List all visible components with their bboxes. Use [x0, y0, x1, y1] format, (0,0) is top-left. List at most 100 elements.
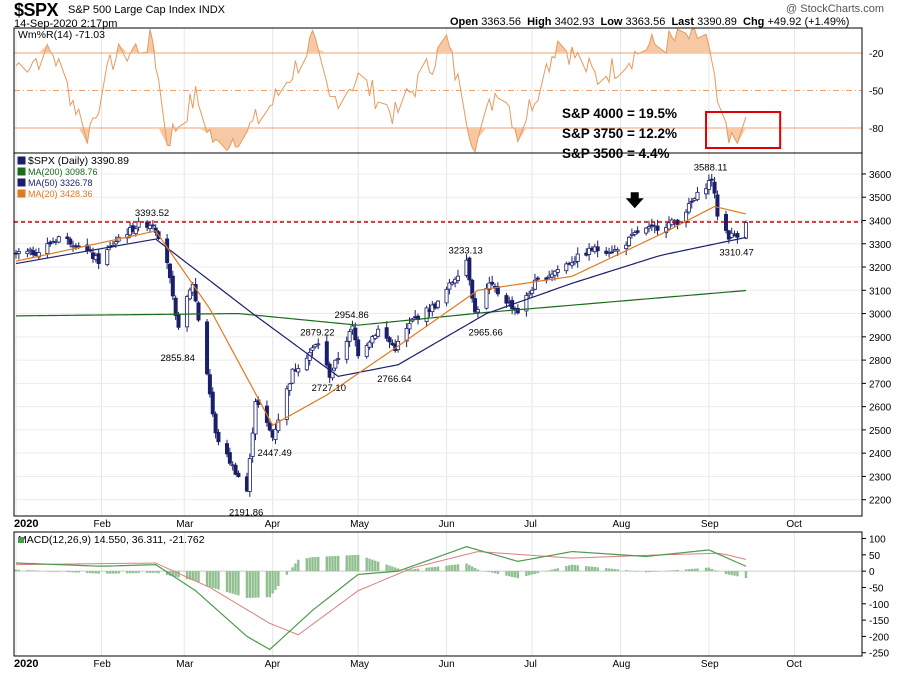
- macd-histogram-bar: [337, 555, 340, 572]
- macd-histogram-bar: [257, 571, 260, 598]
- macd-histogram-bar: [408, 569, 411, 572]
- macd-histogram-bar: [493, 571, 497, 574]
- price-annotation: 2965.66: [468, 328, 502, 339]
- macd-histogram-bar: [251, 571, 254, 598]
- price-candle: [373, 335, 378, 339]
- price-annotation: 3393.52: [135, 208, 169, 219]
- price-candle: [550, 273, 555, 278]
- macd-histogram-bar: [653, 571, 656, 572]
- price-candle: [384, 327, 389, 339]
- macd-histogram-bar: [134, 571, 137, 574]
- price-candle: [555, 269, 560, 273]
- price-candle: [313, 344, 318, 348]
- macd-histogram-bar: [607, 568, 611, 572]
- macd-histogram-bar: [508, 571, 511, 577]
- macd-histogram-bar: [605, 568, 608, 572]
- macd-histogram-bar: [664, 570, 668, 572]
- macd-histogram-bar: [425, 567, 428, 572]
- macd-histogram-bar: [567, 565, 571, 572]
- macd-histogram-bar: [17, 569, 21, 572]
- instrument-name: S&P 500 Large Cap Index INDX: [68, 4, 225, 16]
- macd-histogram-bar: [516, 571, 520, 579]
- stockcharts-watermark[interactable]: @ StockCharts.com: [786, 3, 884, 15]
- panel-frames: [13, 27, 863, 657]
- price-annotation: 2191.86: [229, 508, 263, 519]
- price-candle: [367, 341, 372, 348]
- macd-histogram-bar: [610, 568, 614, 572]
- x-tick-label: 2020: [14, 658, 38, 670]
- macd-histogram-bar: [376, 561, 380, 572]
- y-tick-label: 3400: [869, 216, 892, 227]
- price-annotation: 3310.47: [719, 247, 753, 258]
- macd-histogram-bar: [26, 570, 29, 572]
- price-candle: [407, 322, 412, 330]
- macd-histogram-bar: [656, 571, 659, 572]
- willr-tick-label: -50: [869, 87, 884, 98]
- macd-histogram-bar: [453, 564, 457, 572]
- price-candle: [484, 288, 489, 309]
- price-candle: [490, 281, 495, 285]
- macd-histogram-bar: [391, 566, 394, 572]
- macd-histogram-bar: [208, 571, 212, 588]
- instrument-name-text: S&P 500 Large Cap Index: [68, 4, 196, 16]
- callout-line-3750: S&P 3750 = 12.2%: [562, 126, 677, 141]
- legend-label: $SPX (Daily) 3390.89: [28, 155, 129, 167]
- panel-frame: [13, 152, 863, 517]
- macd-tick-label: -200: [869, 632, 889, 643]
- open-value: 3363.56: [481, 16, 521, 28]
- macd-histogram-bar: [468, 564, 471, 572]
- price-candle: [530, 289, 535, 294]
- macd-histogram-bar: [673, 570, 676, 572]
- y-tick-label: 3600: [869, 170, 892, 181]
- macd-histogram-bar: [106, 571, 109, 574]
- macd-histogram-bar: [693, 568, 696, 572]
- y-tick-label: 2400: [869, 449, 892, 460]
- macd-histogram-bar: [733, 571, 736, 576]
- macd-histogram-bar: [356, 554, 360, 572]
- macd-histogram-bar: [154, 571, 157, 573]
- price-candle: [387, 337, 392, 343]
- willr-title: Wm%R(14) -71.03: [18, 29, 105, 41]
- y-tick-label: 2300: [869, 472, 892, 483]
- price-annotation: 3588.11: [694, 163, 728, 174]
- price-candle: [515, 308, 520, 314]
- macd-histogram-bar: [91, 571, 95, 574]
- macd-histogram-bar: [431, 567, 434, 572]
- macd-histogram-bar: [650, 571, 654, 572]
- macd-histogram-bar: [730, 571, 733, 576]
- macd-histogram-bar: [185, 571, 189, 580]
- macd-histogram-bar: [205, 571, 209, 586]
- price-candle: [150, 224, 155, 227]
- price-candle: [632, 232, 637, 235]
- price-candle: [310, 347, 315, 351]
- macd-histogram-bar: [214, 571, 217, 589]
- macd-histogram-bar: [151, 571, 155, 573]
- macd-histogram-bar: [704, 567, 708, 572]
- macd-grid: 2020 Feb Mar Apr May Jun Jul Aug Sep Oct 100 50 0 -50…: [14, 532, 889, 670]
- price-candle: [170, 275, 175, 297]
- macd-histogram-bar: [317, 556, 320, 572]
- macd-histogram-bar: [727, 571, 731, 575]
- price-candle: [487, 282, 492, 290]
- price-candle: [695, 191, 700, 201]
- price-candle: [644, 227, 649, 234]
- price-candle: [715, 194, 720, 217]
- x-tick-label: Apr: [265, 519, 281, 530]
- macd-histogram-bar: [396, 568, 400, 572]
- macd-histogram-bar: [274, 571, 277, 590]
- legend-swatch: [17, 167, 26, 176]
- price-candle: [570, 262, 575, 266]
- price-candle: [453, 278, 458, 284]
- callout-line-4000: S&P 4000 = 19.5%: [562, 106, 677, 121]
- price-candle: [704, 188, 709, 195]
- price-candle: [68, 238, 73, 245]
- price-candle: [290, 368, 295, 384]
- price-candle: [495, 286, 500, 295]
- macd-histogram-bar: [157, 571, 160, 574]
- macd-histogram-bar: [37, 570, 41, 572]
- macd-histogram-bar: [66, 571, 69, 573]
- chg-value: +49.92 (+1.49%): [767, 16, 850, 28]
- y-tick-label: 2600: [869, 403, 892, 414]
- macd-histogram-bar: [624, 570, 628, 572]
